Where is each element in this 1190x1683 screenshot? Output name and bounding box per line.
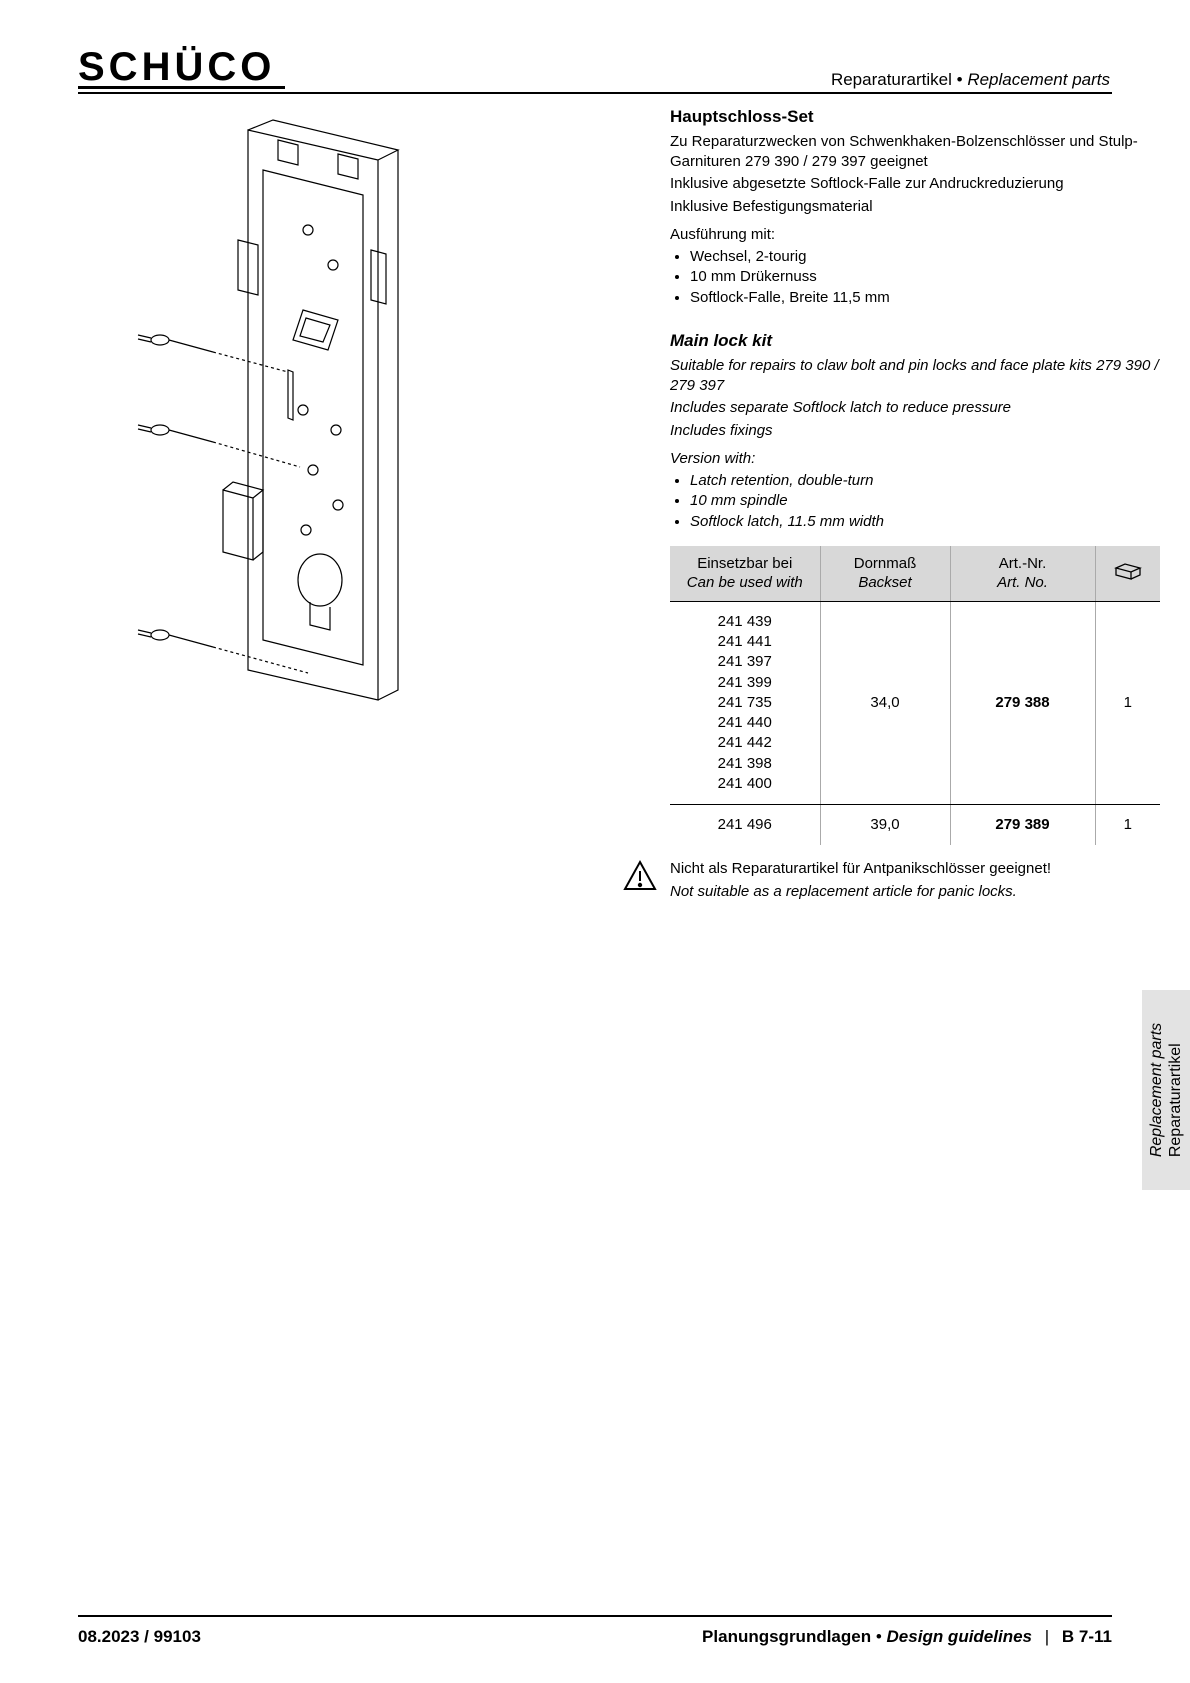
- cell-artno: 279 389: [950, 805, 1095, 846]
- warning-de: Nicht als Reparaturartikel für Antpaniks…: [670, 859, 1051, 879]
- section-header-en: Replacement parts: [967, 70, 1110, 89]
- warning-note: Nicht als Reparaturartikel für Antpaniks…: [622, 859, 1160, 904]
- cell-artno: 279 388: [950, 601, 1095, 804]
- cell-usable: 241 439 241 441 241 397 241 399 241 735 …: [670, 601, 820, 804]
- page-footer: 08.2023 / 99103 Planungsgrundlagen • Des…: [78, 1627, 1112, 1647]
- bullets-en: Latch retention, double-turn 10 mm spind…: [690, 471, 1160, 532]
- warning-icon: [622, 859, 658, 899]
- version-label-de: Ausführung mit:: [670, 225, 1160, 245]
- cell-backset: 39,0: [820, 805, 950, 846]
- title-de: Hauptschloss-Set: [670, 106, 1160, 129]
- footer-left: 08.2023 / 99103: [78, 1627, 201, 1647]
- desc-en-2: Includes separate Softlock latch to redu…: [670, 398, 1160, 418]
- version-label-en: Version with:: [670, 449, 1160, 469]
- col-usable: Einsetzbar bei Can be used with: [670, 546, 820, 602]
- desc-de-1: Zu Reparaturzwecken von Schwenkhaken-Bol…: [670, 132, 1160, 173]
- logo-text: SCHÜCO: [78, 44, 275, 89]
- section-header: Reparaturartikel • Replacement parts: [831, 70, 1110, 90]
- footer-divider: [78, 1615, 1112, 1617]
- cell-backset: 34,0: [820, 601, 950, 804]
- bullets-de: Wechsel, 2-tourig 10 mm Drükernuss Softl…: [690, 247, 1160, 308]
- desc-de-3: Inklusive Befestigungsmaterial: [670, 197, 1160, 217]
- side-tab-en: Replacement parts: [1147, 1023, 1166, 1157]
- cell-usable: 241 496: [670, 805, 820, 846]
- catalog-page: SCHÜCO Reparaturartikel • Replacement pa…: [0, 0, 1190, 1683]
- desc-en-1: Suitable for repairs to claw bolt and pi…: [670, 356, 1160, 397]
- product-table: Einsetzbar bei Can be used with Dornmaß …: [670, 546, 1160, 846]
- table-header-row: Einsetzbar bei Can be used with Dornmaß …: [670, 546, 1160, 602]
- col-backset: Dornmaß Backset: [820, 546, 950, 602]
- warning-en: Not suitable as a replacement article fo…: [670, 882, 1051, 902]
- title-en: Main lock kit: [670, 330, 1160, 353]
- product-illustration: [78, 110, 408, 760]
- side-tab: Replacement parts Reparaturartikel: [1142, 990, 1190, 1190]
- cell-qty: 1: [1095, 601, 1160, 804]
- col-artno: Art.-Nr. Art. No.: [950, 546, 1095, 602]
- section-header-de: Reparaturartikel: [831, 70, 952, 89]
- table-row: 241 496 39,0 279 389 1: [670, 805, 1160, 846]
- header-divider: [78, 92, 1112, 94]
- desc-de-2: Inklusive abgesetzte Softlock-Falle zur …: [670, 174, 1160, 194]
- col-package-icon: [1095, 546, 1160, 602]
- table-row: 241 439 241 441 241 397 241 399 241 735 …: [670, 601, 1160, 804]
- desc-en-3: Includes fixings: [670, 421, 1160, 441]
- side-tab-de: Reparaturartikel: [1167, 1043, 1184, 1157]
- product-description: Hauptschloss-Set Zu Reparaturzwecken von…: [670, 106, 1160, 904]
- footer-right: Planungsgrundlagen • Design guidelines |…: [702, 1627, 1112, 1647]
- cell-qty: 1: [1095, 805, 1160, 846]
